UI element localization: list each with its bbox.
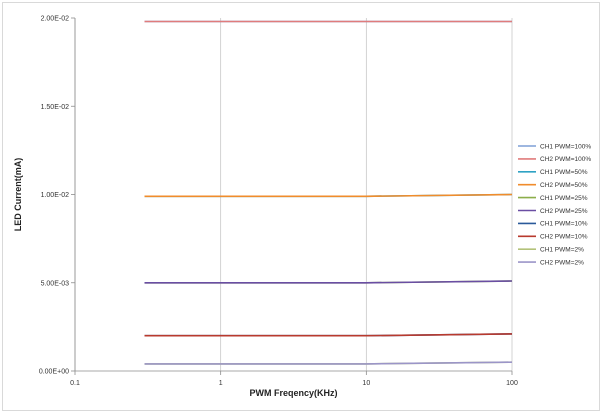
- legend-label-2: CH1 PWM=50%: [540, 169, 588, 176]
- x-tick-label-2: 10: [362, 380, 370, 387]
- axes: 0.00E+00 5.00E-03 1.00E-02 1.50E-02 2.00E-02…: [39, 16, 518, 388]
- series-line-7: [144, 333, 513, 337]
- legend-label-9: CH2 PWM=2%: [540, 259, 584, 266]
- legend-label-4: CH1 PWM=25%: [540, 195, 588, 202]
- legend-label-0: CH1 PWM=100%: [540, 143, 591, 150]
- y-tick-label-3: 1.50E-02: [41, 104, 70, 111]
- y-tick-label-2: 1.00E-02: [41, 192, 70, 199]
- series-line-9: [144, 361, 513, 365]
- y-tick-label-1: 5.00E-03: [41, 280, 70, 287]
- series-line-5: [144, 280, 513, 284]
- x-tick-label-1: 1: [219, 380, 223, 387]
- x-tick-label-3: 100: [506, 380, 518, 387]
- legend: CH1 PWM=100% CH2 PWM=100% CH1 PWM=50% CH2 P…: [518, 143, 591, 266]
- legend-label-1: CH2 PWM=100%: [540, 156, 591, 163]
- legend-label-7: CH2 PWM=10%: [540, 234, 588, 241]
- legend-label-3: CH2 PWM=50%: [540, 182, 588, 189]
- plot-area: [75, 18, 512, 371]
- x-tick-label-0: 0.1: [70, 380, 80, 387]
- y-axis-title: LED Current(mA): [13, 158, 23, 232]
- plot-background: [75, 18, 512, 371]
- y-tick-label-4: 2.00E-02: [41, 16, 70, 23]
- legend-label-5: CH2 PWM=25%: [540, 208, 588, 215]
- y-tick-label-0: 0.00E+00: [39, 369, 69, 376]
- series-lines: [144, 20, 513, 365]
- x-axis-title: PWM Freqency(KHz): [249, 388, 337, 398]
- legend-label-6: CH1 PWM=10%: [540, 221, 588, 228]
- series-line-3: [144, 193, 513, 198]
- legend-label-8: CH1 PWM=2%: [540, 247, 584, 254]
